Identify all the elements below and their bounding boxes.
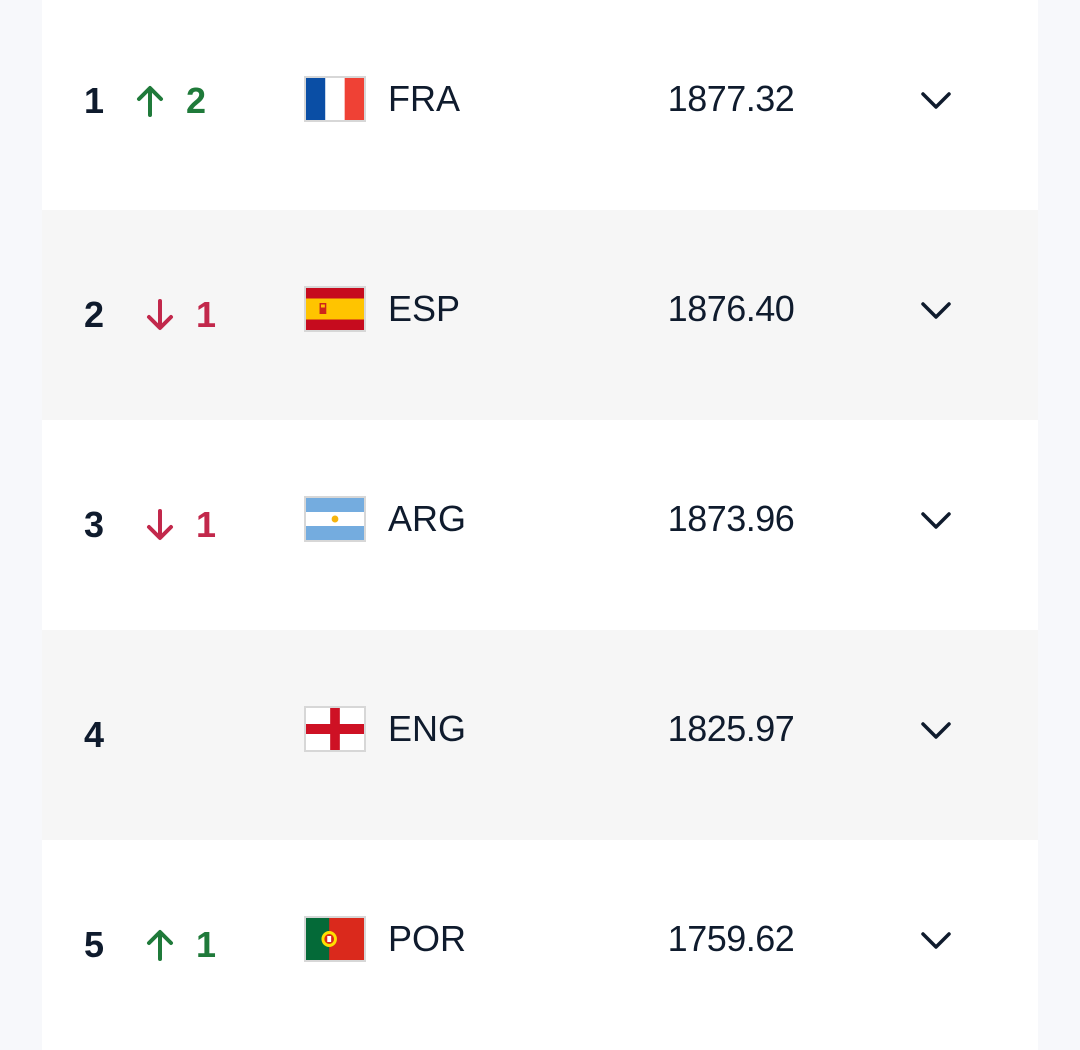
rank-movement: 1 <box>146 507 216 543</box>
rank-number: 2 <box>84 294 105 335</box>
ranking-row[interactable]: 4 ENG 1825.97 <box>42 630 1038 840</box>
rank-number: 4 <box>84 714 105 755</box>
arrow-down-icon <box>147 299 173 330</box>
ranking-row[interactable]: 3 1 ARG 1873.96 <box>42 420 1038 630</box>
flag-por <box>304 916 366 962</box>
flag-esp <box>304 286 366 332</box>
ranking-row[interactable]: 2 1 ESP 1876.40 <box>42 210 1038 420</box>
rank-movement: 2 <box>136 83 206 119</box>
team-points: 1759.62 <box>667 918 795 959</box>
team-code: ESP <box>388 288 461 329</box>
team-points: 1876.40 <box>667 288 795 329</box>
flag-arg <box>304 496 366 542</box>
rank-number: 3 <box>84 504 105 545</box>
rank-movement: 1 <box>146 927 216 963</box>
ranking-row[interactable]: 5 1 POR 1759.62 <box>42 840 1038 1050</box>
chevron-down-icon[interactable] <box>918 719 954 741</box>
movement-value: 1 <box>196 924 217 965</box>
chevron-down-icon[interactable] <box>918 929 954 951</box>
chevron-down-icon[interactable] <box>918 509 954 531</box>
team-code: ENG <box>388 708 467 749</box>
flag-fra <box>304 76 366 122</box>
arrow-down-icon <box>147 509 173 540</box>
movement-value: 2 <box>186 80 207 121</box>
ranking-row[interactable]: 1 2 FRA 1877.32 <box>42 0 1038 210</box>
team-points: 1825.97 <box>667 708 795 749</box>
movement-value: 1 <box>196 294 217 335</box>
flag-eng <box>304 706 366 752</box>
team-points: 1873.96 <box>667 498 795 539</box>
arrow-up-icon <box>137 86 163 117</box>
ranking-list: 1 2 FRA 1877.32 2 1 <box>42 0 1038 1050</box>
team-code: FRA <box>388 78 460 119</box>
chevron-down-icon[interactable] <box>918 299 954 321</box>
team-code: POR <box>388 918 467 959</box>
movement-value: 1 <box>196 504 217 545</box>
team-points: 1877.32 <box>667 78 795 119</box>
rank-movement: 1 <box>146 297 216 333</box>
chevron-down-icon[interactable] <box>918 89 954 111</box>
team-code: ARG <box>388 498 467 539</box>
arrow-up-icon <box>147 930 173 961</box>
rank-number: 5 <box>84 924 105 965</box>
rank-number: 1 <box>84 80 105 121</box>
